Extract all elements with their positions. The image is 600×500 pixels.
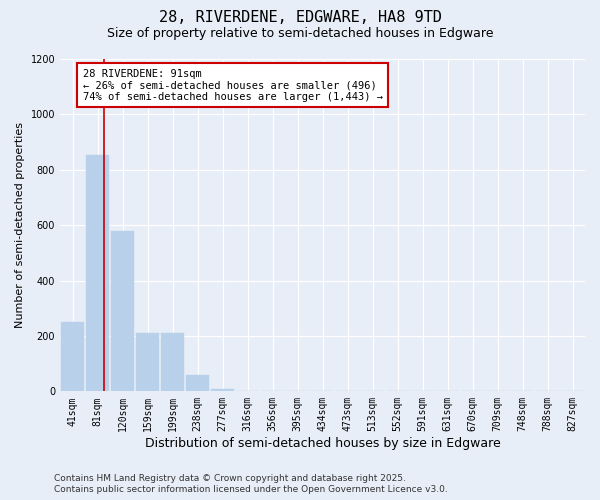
Y-axis label: Number of semi-detached properties: Number of semi-detached properties [15, 122, 25, 328]
X-axis label: Distribution of semi-detached houses by size in Edgware: Distribution of semi-detached houses by … [145, 437, 500, 450]
Bar [61, 322, 85, 392]
Text: Contains HM Land Registry data © Crown copyright and database right 2025.
Contai: Contains HM Land Registry data © Crown c… [54, 474, 448, 494]
Bar [211, 388, 235, 392]
Text: Size of property relative to semi-detached houses in Edgware: Size of property relative to semi-detach… [107, 28, 493, 40]
Bar [161, 333, 184, 392]
Text: 28 RIVERDENE: 91sqm
← 26% of semi-detached houses are smaller (496)
74% of semi-: 28 RIVERDENE: 91sqm ← 26% of semi-detach… [83, 68, 383, 102]
Bar [86, 154, 109, 392]
Bar [110, 230, 134, 392]
Bar [136, 333, 160, 392]
Text: 28, RIVERDENE, EDGWARE, HA8 9TD: 28, RIVERDENE, EDGWARE, HA8 9TD [158, 10, 442, 25]
Bar [185, 374, 209, 392]
